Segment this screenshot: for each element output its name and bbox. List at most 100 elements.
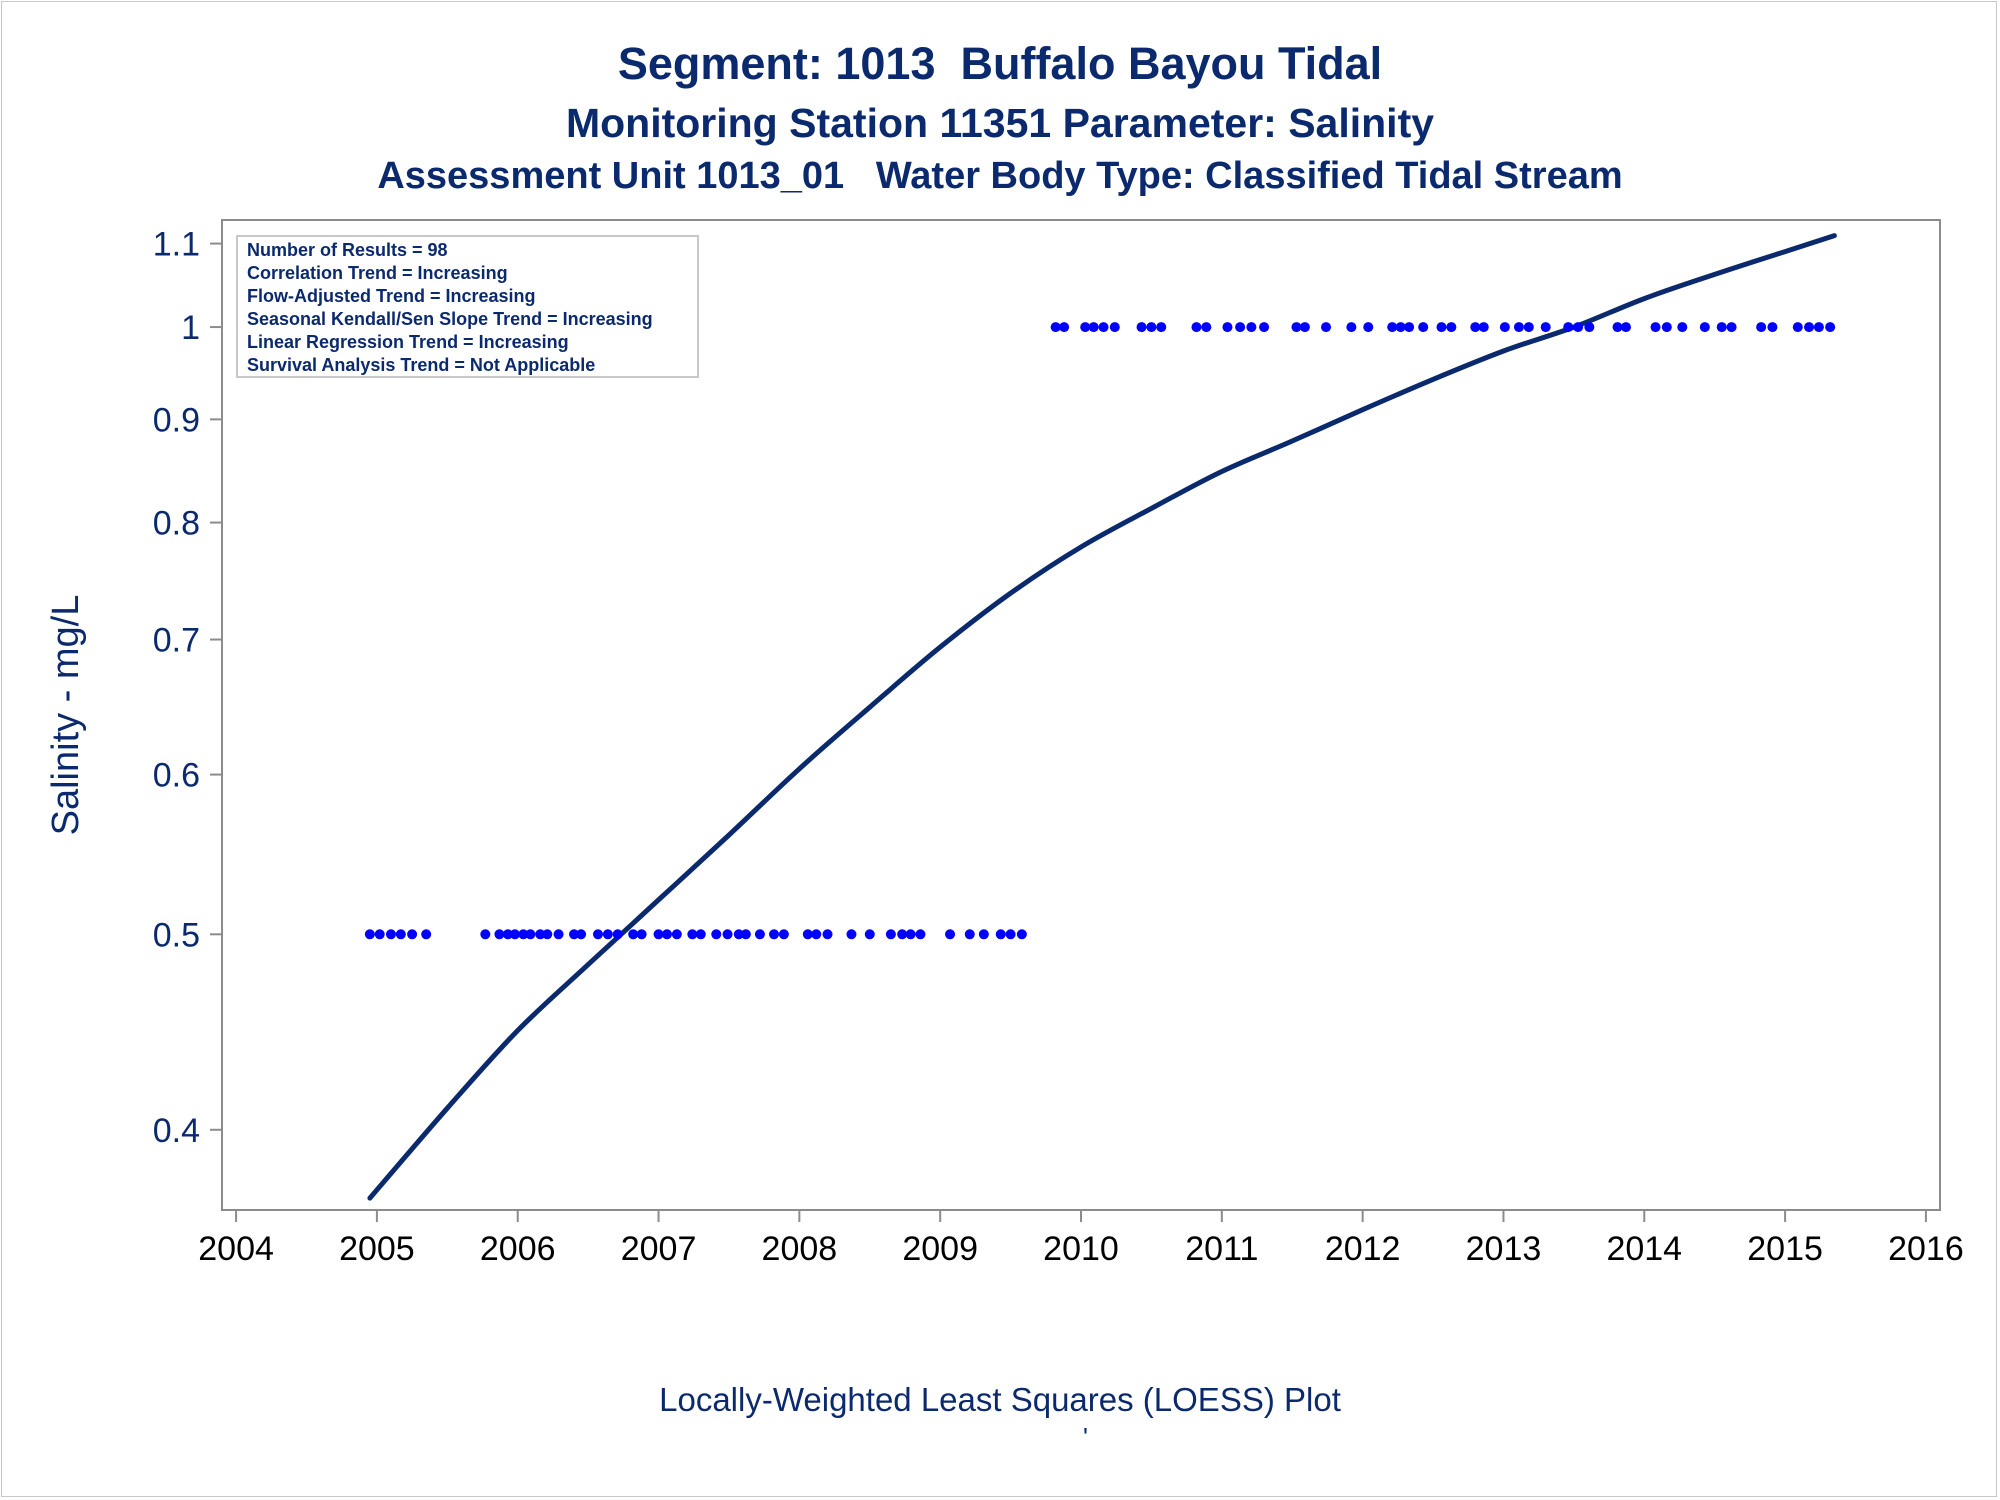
- y-axis-label: Salinity - mg/L: [45, 595, 87, 836]
- data-point: [1098, 322, 1109, 333]
- stats-inset-line: Flow-Adjusted Trend = Increasing: [247, 286, 536, 306]
- data-point: [711, 929, 722, 940]
- x-tick-label: 2005: [339, 1230, 415, 1268]
- stats-inset-line: Survival Analysis Trend = Not Applicable: [247, 355, 595, 375]
- data-point: [1825, 322, 1836, 333]
- data-point: [1109, 322, 1120, 333]
- data-point: [1650, 322, 1661, 333]
- data-point: [1016, 929, 1027, 940]
- data-point: [636, 929, 647, 940]
- data-point: [1499, 322, 1510, 333]
- data-point: [722, 929, 733, 940]
- data-point: [1363, 322, 1374, 333]
- data-point: [905, 929, 916, 940]
- chart-subtitle: Monitoring Station 11351 Parameter: Sali…: [565, 100, 1435, 146]
- data-point: [395, 929, 406, 940]
- data-point: [1291, 322, 1302, 333]
- stats-inset: Number of Results = 98 Correlation Trend …: [236, 235, 699, 378]
- data-point: [1726, 322, 1737, 333]
- data-point: [1813, 322, 1824, 333]
- data-point: [754, 929, 765, 940]
- data-point: [1201, 322, 1212, 333]
- stats-inset-line: Linear Regression Trend = Increasing: [247, 332, 569, 352]
- chart-subtitle-secondary: Assessment Unit 1013_01 Water Body Type:…: [377, 155, 1623, 197]
- data-point: [885, 929, 896, 940]
- data-point: [1404, 322, 1415, 333]
- data-point: [897, 929, 908, 940]
- footnote-mark: ': [1083, 1422, 1088, 1452]
- x-tick-label: 2008: [762, 1230, 838, 1268]
- data-point: [1699, 322, 1710, 333]
- stats-inset-line: Number of Results = 98: [247, 240, 448, 260]
- data-point: [1191, 322, 1202, 333]
- data-point: [421, 929, 432, 940]
- y-axis: 0.4 0.5 0.6 0.7 0.8 0.9 1 1.1: [153, 226, 222, 1150]
- data-point: [1677, 322, 1688, 333]
- data-point: [494, 929, 505, 940]
- data-point: [1005, 929, 1016, 940]
- loess-curve: [367, 233, 1837, 1201]
- x-tick-label: 2012: [1325, 1230, 1401, 1268]
- data-point: [628, 929, 639, 940]
- data-point: [518, 929, 529, 940]
- data-point: [374, 929, 385, 940]
- x-tick-label: 2006: [480, 1230, 556, 1268]
- data-point: [846, 929, 857, 940]
- x-tick-label: 2011: [1185, 1230, 1258, 1268]
- data-point: [1620, 322, 1631, 333]
- data-point: [1222, 322, 1233, 333]
- data-point: [695, 929, 706, 940]
- chart-title: Segment: 1013 Buffalo Bayou Tidal: [617, 38, 1383, 89]
- data-point: [1146, 322, 1157, 333]
- data-point: [1478, 322, 1489, 333]
- x-tick-label: 2009: [902, 1230, 978, 1268]
- data-point: [1235, 322, 1246, 333]
- data-point: [864, 929, 875, 940]
- data-point: [1756, 322, 1767, 333]
- data-point: [1050, 322, 1061, 333]
- data-point: [1259, 322, 1270, 333]
- data-point: [1540, 322, 1551, 333]
- data-point: [1661, 322, 1672, 333]
- data-point: [553, 929, 564, 940]
- x-tick-label: 2004: [198, 1230, 274, 1268]
- data-point: [653, 929, 664, 940]
- data-point: [1321, 322, 1332, 333]
- data-point: [1804, 322, 1815, 333]
- y-tick-label: 0.6: [153, 757, 200, 795]
- data-point: [1136, 322, 1147, 333]
- data-point: [1080, 322, 1091, 333]
- y-tick-label: 1: [181, 309, 200, 347]
- data-point: [1767, 322, 1778, 333]
- data-point: [778, 929, 789, 940]
- y-tick-label: 0.7: [153, 622, 200, 660]
- x-tick-label: 2015: [1747, 1230, 1823, 1268]
- data-point: [945, 929, 956, 940]
- stats-inset-box: [236, 235, 699, 378]
- x-tick-label: 2007: [621, 1230, 697, 1268]
- data-point: [1563, 322, 1574, 333]
- data-point: [1059, 322, 1070, 333]
- data-point: [502, 929, 513, 940]
- data-point: [364, 929, 375, 940]
- data-point: [592, 929, 603, 940]
- data-point: [661, 929, 672, 940]
- data-point: [1299, 322, 1310, 333]
- data-point: [1584, 322, 1595, 333]
- data-point: [1573, 322, 1584, 333]
- data-point: [1446, 322, 1457, 333]
- x-tick-label: 2014: [1606, 1230, 1682, 1268]
- data-point: [525, 929, 536, 940]
- y-tick-label: 0.8: [153, 505, 200, 543]
- data-point: [1387, 322, 1398, 333]
- data-point: [1088, 322, 1099, 333]
- data-point: [576, 929, 587, 940]
- y-tick-label: 0.4: [153, 1112, 200, 1150]
- data-point: [535, 929, 546, 940]
- data-point: [1470, 322, 1481, 333]
- data-point: [1513, 322, 1524, 333]
- data-point: [802, 929, 813, 940]
- data-point: [671, 929, 682, 940]
- data-point: [385, 929, 396, 940]
- stats-inset-line: Correlation Trend = Increasing: [247, 263, 508, 283]
